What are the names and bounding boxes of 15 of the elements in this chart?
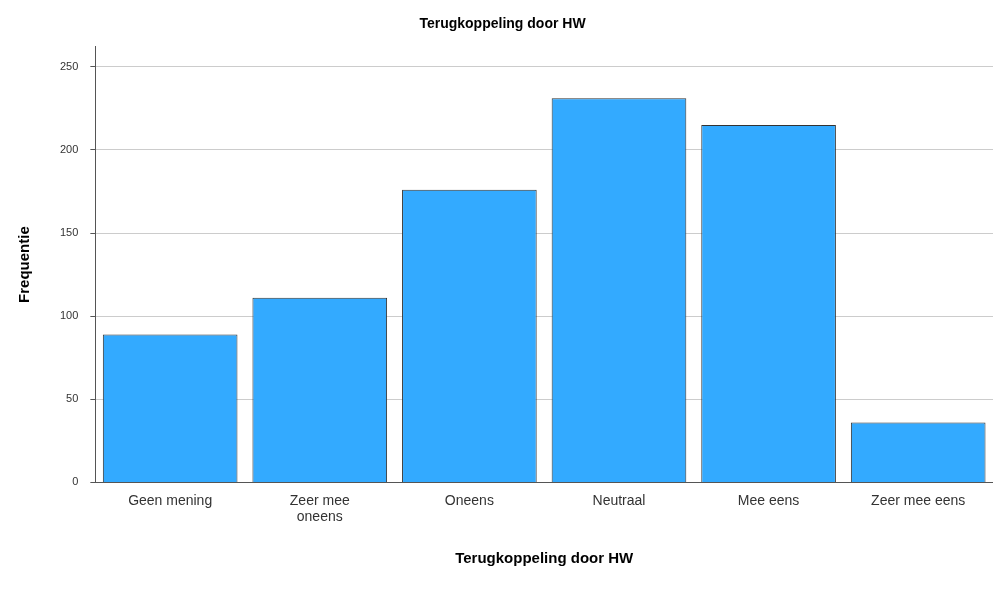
y-tick-label: 0 xyxy=(72,475,79,488)
x-tick-label: Zeer mee eens xyxy=(871,491,966,508)
y-tick-label: 50 xyxy=(66,392,79,405)
x-tick-label: Zeer mee oneens xyxy=(289,491,350,525)
x-axis-title: Terugkoppeling door HW xyxy=(455,549,635,567)
y-tick-label: 200 xyxy=(59,142,79,155)
y-tick-label: 250 xyxy=(59,59,79,72)
y-axis-title: Frequentie xyxy=(15,226,33,303)
x-tick-label: Mee eens xyxy=(737,491,800,508)
y-tick-label: 100 xyxy=(59,309,79,322)
x-tick-label: Geen mening xyxy=(128,491,213,508)
chart-title: Terugkoppeling door HW xyxy=(419,15,587,32)
y-tick-label: 150 xyxy=(59,226,79,239)
x-tick-label: Oneens xyxy=(444,491,494,508)
x-tick-label: Neutraal xyxy=(592,491,646,508)
